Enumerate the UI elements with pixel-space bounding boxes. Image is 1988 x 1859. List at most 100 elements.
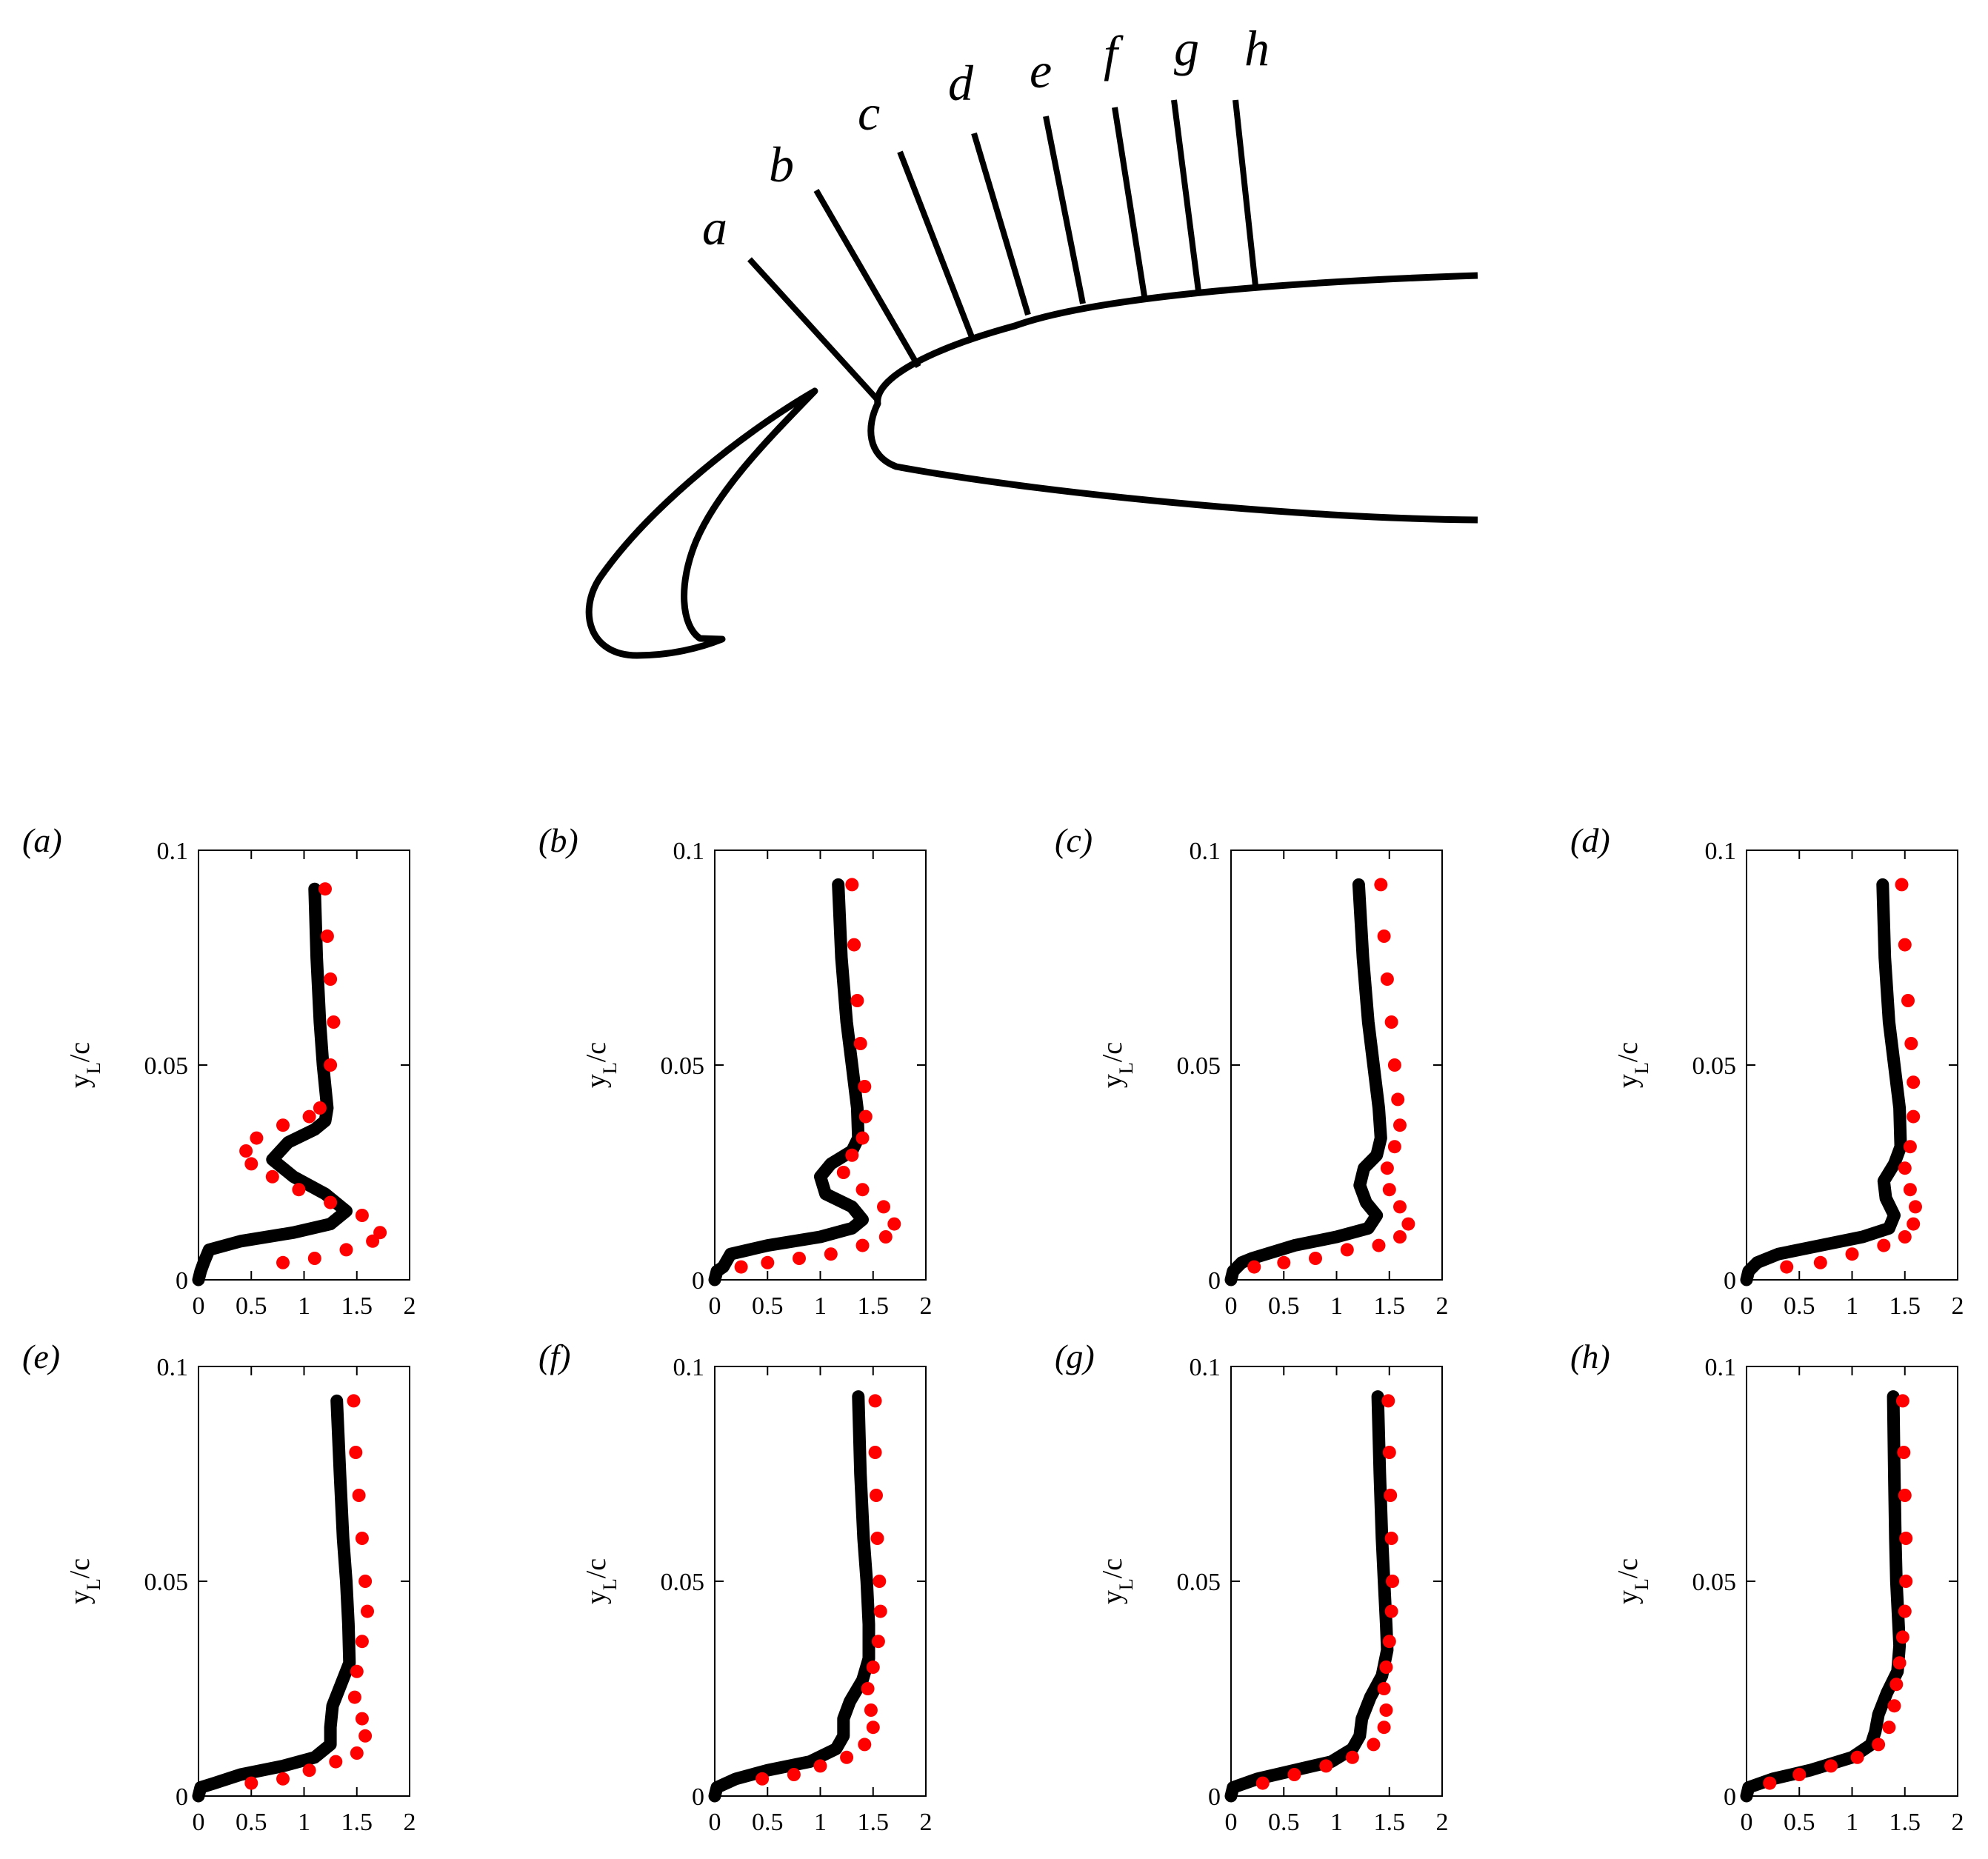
y-tick-label: 0.1 <box>157 838 189 865</box>
panel-label: (b) <box>538 821 578 859</box>
x-tick-label: 2 <box>920 1292 933 1320</box>
measurement-dot <box>318 882 332 896</box>
measurement-dot <box>1379 1703 1393 1717</box>
station-line-c <box>897 150 975 338</box>
measurement-dot <box>1872 1738 1886 1752</box>
panel-f: 0 0.5 1 1.5 2 0 0.05 0.1 yL/c (f) <box>538 1338 933 1836</box>
measurement-dot <box>845 1148 859 1162</box>
measurement-dot <box>276 1255 290 1269</box>
measurement-dot <box>855 1131 870 1145</box>
measurement-dot <box>1903 1183 1917 1197</box>
measurement-dot <box>352 1489 366 1502</box>
y-tick-label: 0.05 <box>1177 1052 1221 1080</box>
y-tick-label: 0.05 <box>144 1569 189 1596</box>
y-tick-label: 0.1 <box>1190 1354 1221 1381</box>
measurement-dot <box>1903 1140 1917 1154</box>
station-label-a: a <box>702 199 727 256</box>
panel-label: (h) <box>1570 1338 1610 1375</box>
x-tick-label: 1.5 <box>1374 1292 1406 1320</box>
plot-frame <box>714 1366 927 1797</box>
x-tick-label: 2 <box>404 1292 416 1320</box>
x-tick-label: 2 <box>1952 1292 1964 1320</box>
y-tick-label: 0.05 <box>661 1569 705 1596</box>
plot-frame <box>198 850 410 1281</box>
measurement-dot <box>734 1260 748 1274</box>
measurement-dot <box>1907 1217 1921 1231</box>
measurement-dot <box>339 1243 353 1257</box>
x-tick-label: 0.5 <box>236 1292 267 1320</box>
simulation-line <box>1224 1390 1394 1803</box>
measurement-dot <box>1309 1252 1322 1265</box>
x-tick-label: 1 <box>1846 1292 1858 1320</box>
y-tick-label: 0.05 <box>1692 1052 1737 1080</box>
x-tick-label: 1 <box>814 1809 827 1836</box>
measurement-dot <box>347 1394 361 1408</box>
measurement-dot <box>855 1238 870 1252</box>
x-tick-label: 0.5 <box>1784 1292 1815 1320</box>
measurement-dot <box>761 1255 775 1269</box>
plot-frame <box>1230 850 1443 1281</box>
measurement-dot <box>1792 1768 1807 1781</box>
x-tick-label: 1 <box>1846 1809 1858 1836</box>
measurement-dot <box>1393 1200 1407 1214</box>
main-element-shape <box>867 272 1478 524</box>
y-tick-label: 0.1 <box>1705 1354 1737 1381</box>
measurement-dot <box>1384 1489 1398 1502</box>
measurement-dot <box>358 1575 373 1588</box>
x-tick-label: 1.5 <box>341 1292 373 1320</box>
measurement-dot <box>1386 1575 1399 1588</box>
x-tick-label: 1 <box>298 1809 310 1836</box>
panel-label: (d) <box>1570 821 1610 859</box>
measurement-dot <box>302 1763 316 1778</box>
panel-label: (a) <box>22 821 62 859</box>
measurement-dot <box>1372 1238 1386 1252</box>
measurement-dot <box>355 1635 369 1649</box>
slat-shape <box>585 387 818 659</box>
simulation-line <box>1224 878 1387 1286</box>
panel-c: 0 0.5 1 1.5 2 0 0.05 0.1 yL/c (c) <box>1055 821 1449 1320</box>
x-tick-label: 2 <box>404 1809 416 1836</box>
measurement-dot <box>276 1118 290 1132</box>
measurement-dot <box>373 1226 387 1240</box>
measurement-dot <box>871 1635 885 1649</box>
x-tick-label: 2 <box>1436 1292 1449 1320</box>
measurement-dot <box>850 994 864 1007</box>
measurement-dot <box>855 1183 870 1197</box>
measurement-dot <box>870 1489 883 1502</box>
measurement-dot <box>350 1746 364 1760</box>
measurement-dot <box>1895 1394 1909 1408</box>
y-tick-label: 0 <box>1724 1783 1736 1811</box>
y-tick-label: 0 <box>176 1267 188 1295</box>
airfoil-schematic: a b c d e f g h <box>585 20 1478 659</box>
measurement-dot <box>873 1604 887 1618</box>
x-tick-label: 1 <box>1330 1809 1343 1836</box>
panel-d: 0 0.5 1 1.5 2 0 0.05 0.1 yL/c (d) <box>1570 821 1964 1320</box>
measurement-dot <box>1287 1768 1301 1781</box>
y-tick-label: 0 <box>1208 1783 1221 1811</box>
panel-label: (g) <box>1055 1338 1095 1375</box>
measurement-dot <box>1909 1200 1922 1214</box>
panel-label: (e) <box>22 1338 60 1375</box>
simulation-line <box>708 878 869 1286</box>
measurement-dot <box>1845 1247 1859 1261</box>
measurement-dot <box>873 1575 887 1588</box>
measurement-dot <box>1345 1750 1359 1764</box>
measurement-dot <box>276 1772 290 1786</box>
y-axis-label: yL/c <box>1612 1042 1652 1088</box>
measurement-dot <box>1382 1183 1396 1197</box>
y-axis-label: yL/c <box>1097 1042 1137 1088</box>
measurement-dot <box>320 930 334 943</box>
x-tick-label: 0 <box>193 1292 205 1320</box>
measurement-dot <box>324 1195 338 1209</box>
y-tick-label: 0 <box>1724 1267 1736 1295</box>
x-tick-label: 0.5 <box>236 1809 267 1836</box>
measurement-dot <box>877 1200 890 1214</box>
measurement-dot <box>1898 1489 1912 1502</box>
measurement-dot <box>350 1664 364 1678</box>
x-tick-label: 0 <box>709 1292 721 1320</box>
x-tick-label: 1 <box>1330 1292 1343 1320</box>
measurement-dot <box>1387 1140 1401 1154</box>
measurement-dot <box>327 1015 341 1029</box>
simulation-line <box>1740 878 1907 1286</box>
measurement-dot <box>1384 1015 1398 1029</box>
